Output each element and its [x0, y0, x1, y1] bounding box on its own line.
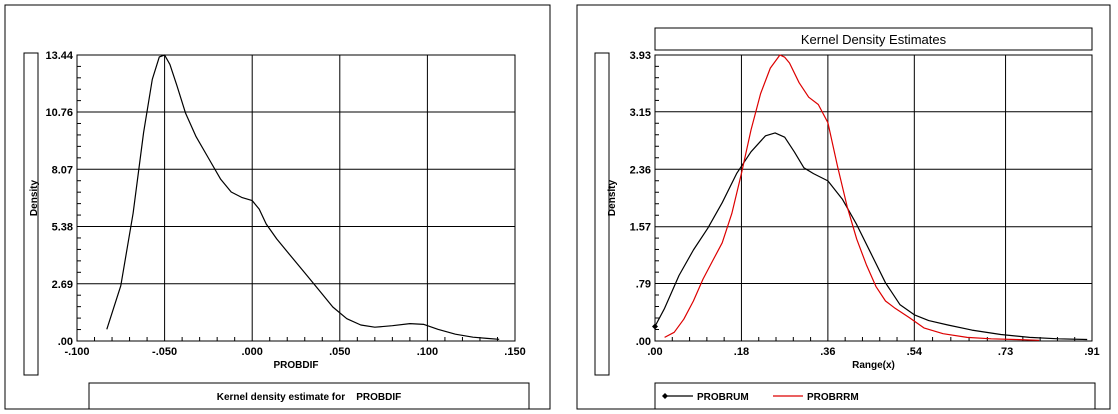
- chart-title: Kernel Density Estimates: [801, 32, 947, 47]
- series-line-1: [654, 132, 1088, 341]
- y-tick-label: 13.44: [45, 50, 73, 62]
- y-axis-label-box: [594, 52, 610, 376]
- y-tick-label: 3.15: [630, 107, 651, 119]
- x-tick-label: .100: [417, 346, 438, 358]
- x-tick-label: .050: [329, 346, 350, 358]
- legend-label-1: PROBRUM: [697, 392, 749, 403]
- x-tick-label: .00: [647, 346, 662, 358]
- plot-area: [654, 54, 1093, 342]
- plot-area: [76, 54, 516, 342]
- y-tick-label: 10.76: [45, 107, 73, 119]
- y-tick-label: 1.57: [630, 222, 651, 234]
- x-tick-label: .18: [734, 346, 749, 358]
- y-axis-label: Density: [607, 180, 618, 217]
- y-axis-label-box: [23, 52, 39, 376]
- legend-box: [654, 382, 1096, 410]
- y-tick-label: 3.93: [630, 50, 651, 62]
- chart-1: -.100 -.050 .000 .050 .100 .150 .00 2.69 5.38 8.0…: [4, 4, 551, 410]
- x-axis-label: Range(x): [852, 360, 895, 371]
- y-tick-label: .79: [636, 279, 651, 291]
- x-tick-label: .54: [907, 346, 923, 358]
- y-tick-label: .00: [636, 336, 651, 348]
- y-axis-label: Density: [29, 180, 40, 217]
- chart-2: Kernel Density Estimates .00 .18 .36 .54 .73.…: [576, 4, 1111, 410]
- x-tick-label: .000: [241, 346, 262, 358]
- x-axis-label: PROBDIF: [274, 360, 319, 371]
- y-tick-label: .00: [58, 336, 73, 348]
- caption-box: [88, 382, 530, 410]
- x-tick-label: -.050: [152, 346, 177, 358]
- x-tick-label: .73: [998, 346, 1013, 358]
- x-tick-label: -.100: [64, 346, 89, 358]
- y-tick-label: 2.69: [52, 279, 73, 291]
- x-tick-label: .150: [504, 346, 525, 358]
- chart-caption: Kernel density estimate for PROBDIF: [217, 392, 402, 403]
- chart-title-box: [654, 27, 1093, 51]
- series-marker: [652, 323, 658, 330]
- x-tick-label: .91: [1084, 346, 1099, 358]
- y-tick-label: 8.07: [52, 164, 73, 176]
- series-line-2: [664, 54, 1040, 341]
- x-tick-label: .36: [820, 346, 835, 358]
- legend-marker-1: [662, 393, 668, 399]
- legend-label-2: PROBRRM: [807, 392, 859, 403]
- series-line-1: [106, 54, 500, 340]
- y-tick-label: 2.36: [630, 164, 651, 176]
- y-tick-label: 5.38: [52, 222, 73, 234]
